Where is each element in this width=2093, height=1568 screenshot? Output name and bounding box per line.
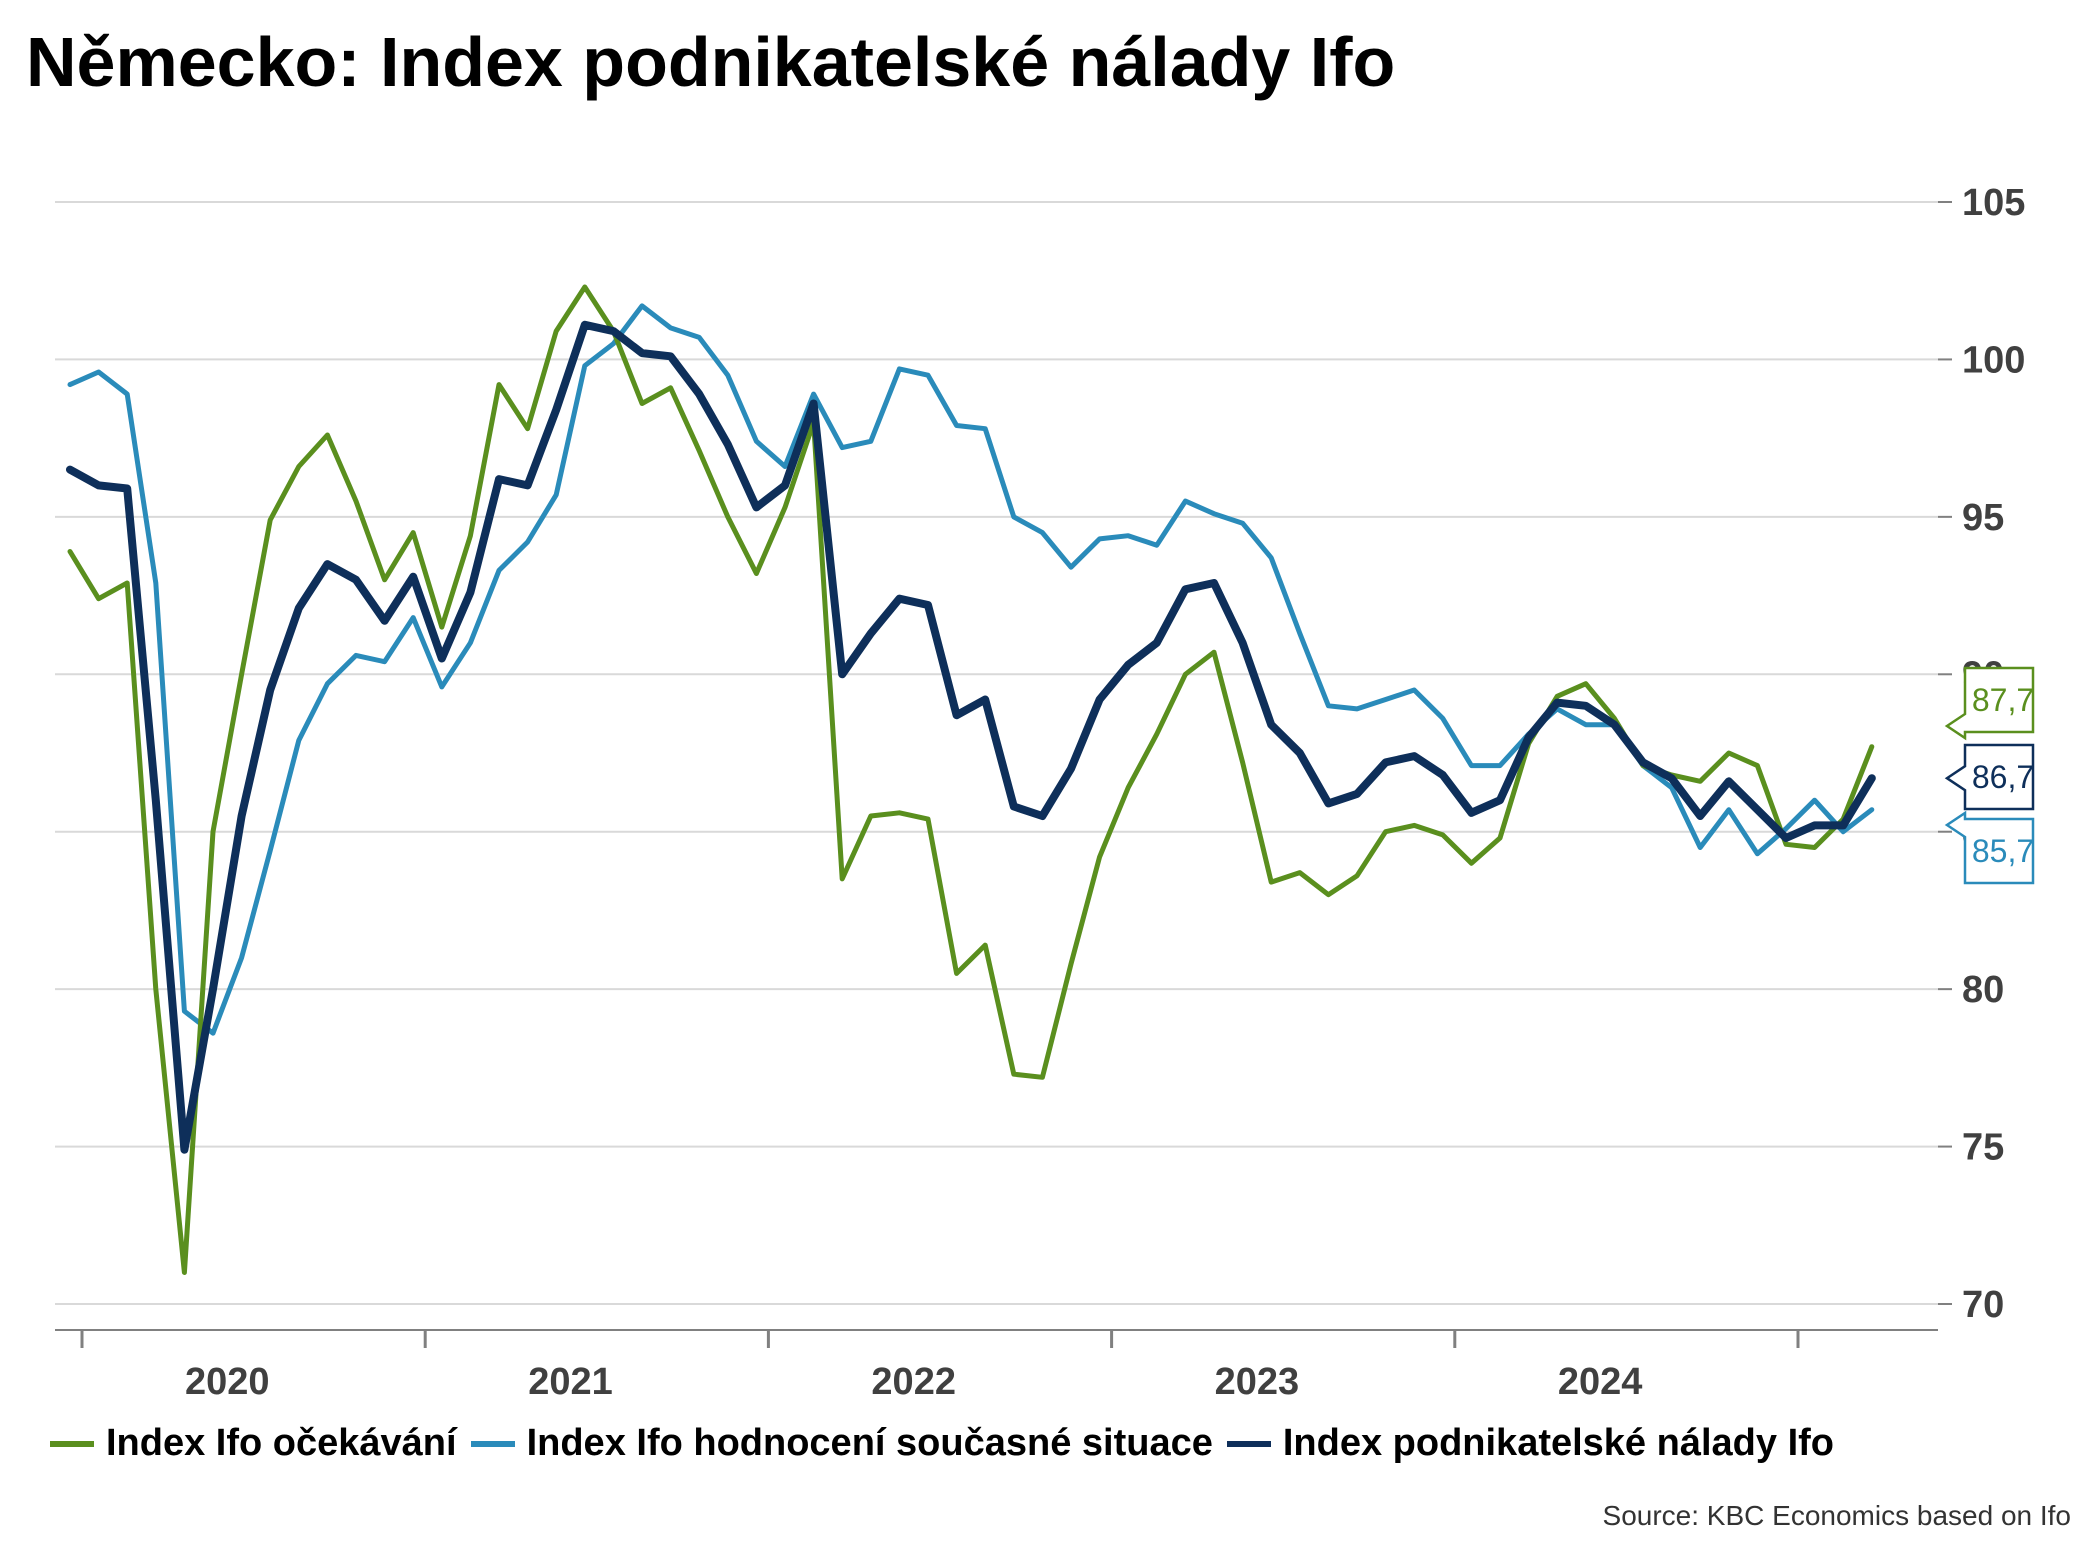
legend-item-expectations: Index Ifo očekávání [50, 1422, 457, 1465]
legend-item-current: Index Ifo hodnocení současné situace [470, 1422, 1213, 1465]
series-line-current [67, 303, 1875, 1036]
legend-swatch-climate [1226, 1440, 1271, 1447]
source-note: Source: KBC Economics based on Ifo [1602, 1500, 2071, 1531]
end-label-box-climate [1944, 743, 2035, 811]
x-tick-label-2024: 2024 [1558, 1361, 1643, 1400]
series-line-expectations [67, 284, 1875, 1275]
legend-swatch-current [470, 1440, 515, 1447]
y-tick-label-95: 95 [1962, 497, 2004, 539]
x-tick-label-2023: 2023 [1215, 1361, 1300, 1400]
end-label-current: 85,7 [1972, 833, 2034, 869]
series-line-climate [66, 320, 1876, 1154]
legend-item-climate: Index podnikatelské nálady Ifo [1226, 1422, 1834, 1465]
legend-label-climate: Index podnikatelské nálady Ifo [1282, 1422, 1834, 1464]
y-tick-label-100: 100 [1962, 339, 2025, 381]
end-label-expectations: 87,7 [1972, 682, 2034, 718]
y-tick-label-80: 80 [1962, 969, 2004, 1011]
legend-label-current: Index Ifo hodnocení současné situace [526, 1422, 1213, 1464]
line-chart: 70758085909510010520202021202220232024 8… [55, 182, 2035, 1400]
series-lines [66, 284, 1876, 1275]
x-tick-label-2022: 2022 [871, 1361, 956, 1400]
end-labels: 87,7 85,7 86,7 [1944, 666, 2035, 885]
legend-swatch-expectations [50, 1440, 94, 1447]
end-label-box-expectations [1944, 666, 2035, 741]
x-tick-label-2021: 2021 [528, 1361, 613, 1400]
end-label-box-current [1944, 810, 2035, 885]
axes: 70758085909510010520202021202220232024 [55, 182, 2025, 1400]
x-tick-label-2020: 2020 [185, 1361, 270, 1400]
y-tick-label-70: 70 [1962, 1284, 2004, 1326]
end-label-climate: 86,7 [1972, 759, 2034, 795]
legend: Index Ifo očekávání Index Ifo hodnocení … [50, 1422, 1848, 1465]
y-tick-label-75: 75 [1962, 1127, 2004, 1169]
chart-title: Německo: Index podnikatelské nálady Ifo [26, 23, 1396, 101]
y-tick-label-105: 105 [1962, 182, 2025, 224]
legend-label-expectations: Index Ifo očekávání [106, 1422, 457, 1464]
